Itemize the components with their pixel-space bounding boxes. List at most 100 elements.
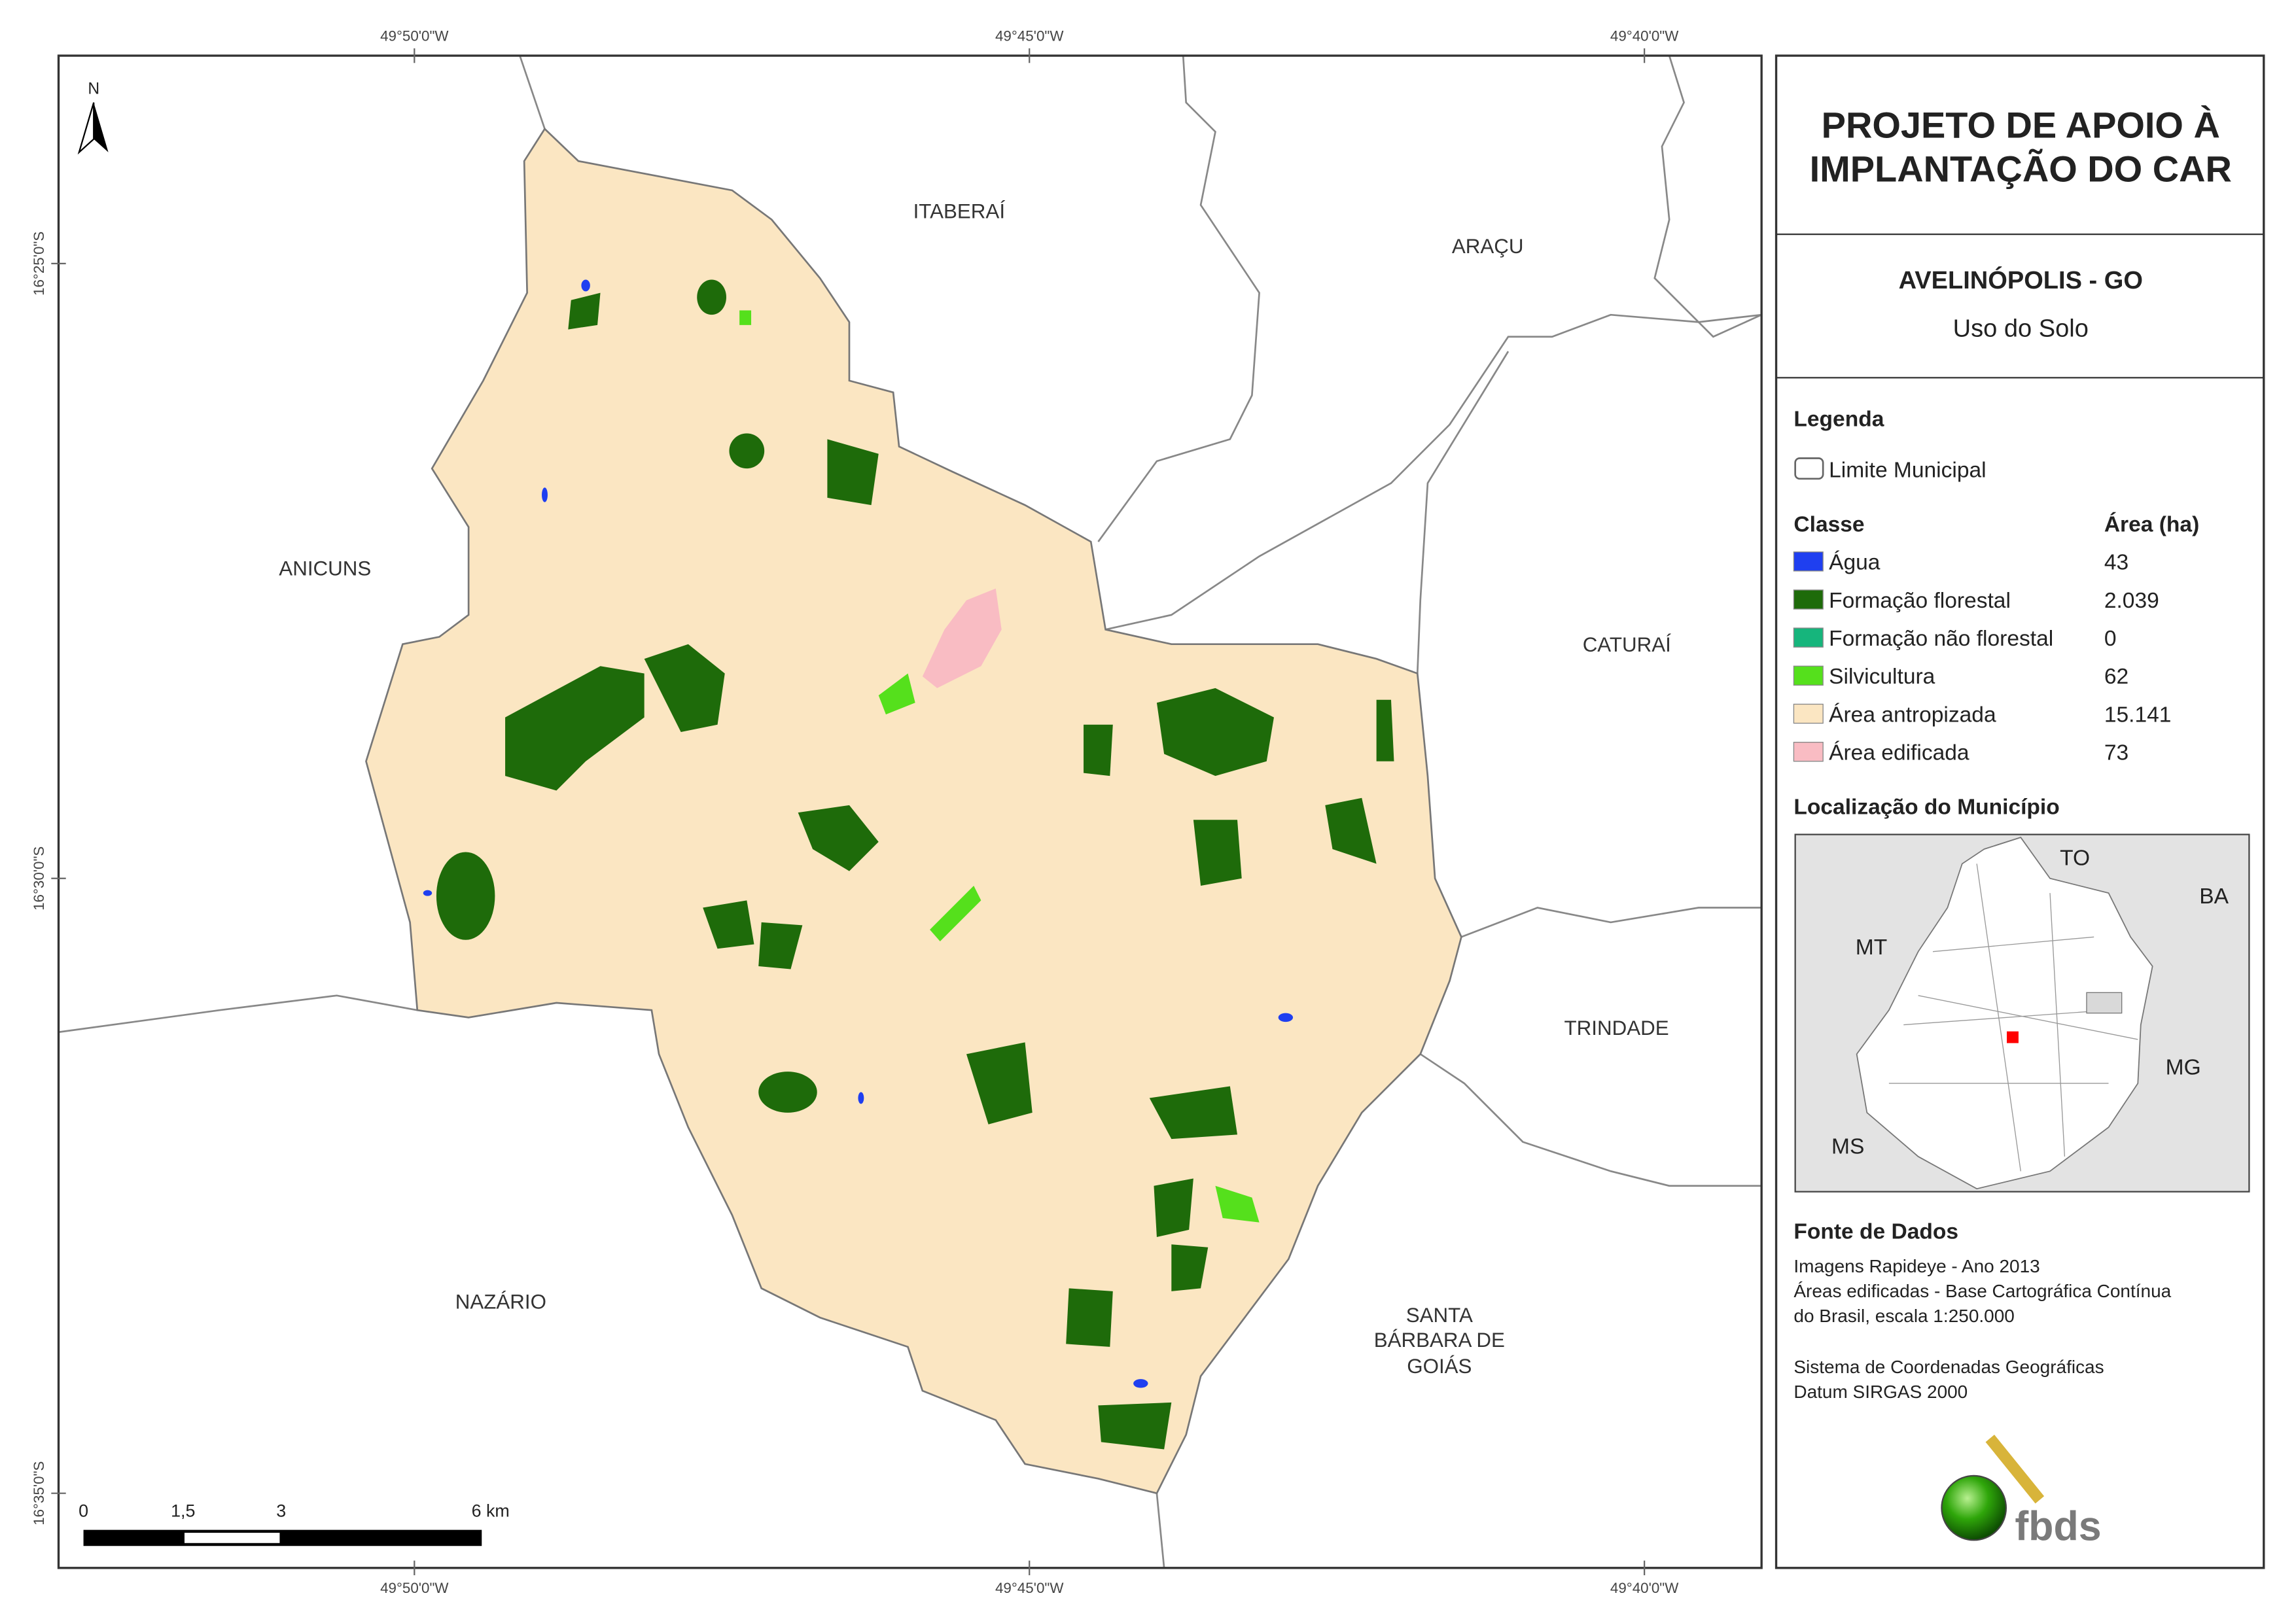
class-swatch xyxy=(1793,665,1824,686)
silviculture xyxy=(930,885,981,942)
class-name: Formação florestal xyxy=(1829,589,2011,613)
forest xyxy=(1149,1086,1238,1140)
class-area: 43 xyxy=(2104,551,2128,575)
location-title: Localização do Município xyxy=(1793,795,2059,819)
municipality-marker xyxy=(2005,1030,2021,1045)
forest xyxy=(697,279,726,315)
forest xyxy=(1084,724,1113,777)
boundary xyxy=(1156,1493,1165,1568)
source-line: Sistema de Coordenadas Geográficas xyxy=(1793,1357,2104,1377)
latitude-label: 16°25'0"S xyxy=(31,232,47,296)
source-line: Datum SIRGAS 2000 xyxy=(1793,1382,1968,1402)
class-name: Área antropizada xyxy=(1829,703,1996,727)
place-label: ANICUNS xyxy=(279,557,371,580)
side-panel: PROJETO DE APOIO À IMPLANTAÇÃO DO CAR AV… xyxy=(1775,54,2265,1569)
water xyxy=(423,890,433,896)
state-label: MT xyxy=(1856,935,1887,960)
place-label: ITABERAÍ xyxy=(913,200,1006,222)
municipality xyxy=(365,127,1462,1495)
place-label: NAZÁRIO xyxy=(455,1291,546,1314)
north-label: N xyxy=(88,80,99,97)
forest xyxy=(1066,1288,1113,1347)
class-swatch xyxy=(1793,589,1824,610)
boundary xyxy=(1105,313,1762,631)
longitude-label: 49°45'0"W xyxy=(995,1580,1064,1596)
forest xyxy=(505,666,645,791)
silviculture xyxy=(878,673,915,715)
place-label: TRINDADE xyxy=(1564,1017,1669,1039)
map-area: ITABERAÍ ARAÇU ANICUNS CATURAÍ TRINDADE … xyxy=(31,28,1763,1596)
boundary xyxy=(1420,1053,1762,1187)
class-area: 73 xyxy=(2104,741,2128,765)
class-legend: Água 43 Formação florestal 2.039 Formação nã… xyxy=(1793,551,2171,765)
federal-district xyxy=(2086,992,2123,1014)
class-name: Água xyxy=(1829,551,1881,575)
source-title: Fonte de Dados xyxy=(1793,1219,1958,1244)
class-swatch xyxy=(1793,703,1824,724)
scale-label: 0 xyxy=(79,1501,88,1520)
forest xyxy=(798,805,879,871)
latitude-label: 16°35'0"S xyxy=(31,1461,47,1526)
panel-frame xyxy=(1775,54,2265,1569)
column-header: Área (ha) xyxy=(2104,512,2199,536)
source-line: do Brasil, escala 1:250.000 xyxy=(1793,1306,2014,1326)
boundary xyxy=(1653,56,1762,338)
title-line: IMPLANTAÇÃO DO CAR xyxy=(1810,148,2232,190)
forest xyxy=(729,433,765,469)
source-line: Imagens Rapideye - Ano 2013 xyxy=(1793,1256,2040,1276)
class-area: 62 xyxy=(2104,665,2128,689)
water xyxy=(858,1092,864,1104)
boundary xyxy=(58,994,418,1034)
state-label: MG xyxy=(2166,1056,2201,1080)
state-label: TO xyxy=(2060,846,2090,871)
silviculture xyxy=(1215,1185,1260,1223)
state-label: BA xyxy=(2199,884,2229,909)
longitude-label: 49°50'0"W xyxy=(380,1580,449,1596)
class-name: Formação não florestal xyxy=(1829,627,2053,651)
logo-text: fbds xyxy=(2015,1503,2101,1549)
map-frame xyxy=(57,54,1763,1569)
boundary xyxy=(1460,907,1762,938)
logo-bar xyxy=(1985,1435,2045,1504)
latitude-label: 16°30'0"S xyxy=(31,846,47,911)
arrow-half xyxy=(94,102,109,152)
forest xyxy=(1154,1178,1193,1238)
longitude-label: 49°40'0"W xyxy=(1610,1580,1679,1596)
silviculture-patches xyxy=(739,310,1260,1223)
municipality: AVELINÓPOLIS - GO xyxy=(1899,266,2143,294)
column-header: Classe xyxy=(1793,512,1864,536)
class-swatch xyxy=(1793,627,1824,648)
place-label: SANTA xyxy=(1406,1304,1473,1327)
place-label: GOIÁS xyxy=(1407,1355,1472,1378)
forest xyxy=(1171,1244,1209,1291)
scale-bar: 0 1,5 3 6 km xyxy=(79,1501,510,1546)
forest xyxy=(758,922,803,969)
graticule-ticks xyxy=(51,48,1646,1576)
water xyxy=(581,279,590,292)
source-line: Áreas edificadas - Base Cartográfica Con… xyxy=(1793,1281,2171,1301)
legend-label: Limite Municipal xyxy=(1829,459,1987,483)
forest xyxy=(1098,1402,1172,1450)
forest xyxy=(1376,699,1394,761)
forest xyxy=(1325,797,1377,864)
place-label: CATURAÍ xyxy=(1583,633,1671,656)
forest xyxy=(966,1042,1033,1125)
forest-patches xyxy=(436,279,1394,1450)
water xyxy=(542,487,548,502)
scale-segment xyxy=(184,1533,280,1543)
class-area: 2.039 xyxy=(2104,589,2159,613)
water-patches xyxy=(423,279,1294,1388)
forest xyxy=(827,439,879,506)
logo: fbds xyxy=(1941,1435,2102,1549)
boundary xyxy=(1416,351,1510,674)
municipal-boundaries xyxy=(58,56,1762,1568)
forest xyxy=(568,292,601,330)
water xyxy=(1133,1379,1148,1388)
class-area: 15.141 xyxy=(2104,703,2172,727)
subtitle: Uso do Solo xyxy=(1953,315,2089,343)
logo-ball xyxy=(1941,1475,2007,1541)
longitude-label: 49°45'0"W xyxy=(995,28,1064,44)
municipal-mesh xyxy=(1888,864,2138,1172)
forest xyxy=(644,644,725,732)
class-area: 0 xyxy=(2104,627,2117,651)
